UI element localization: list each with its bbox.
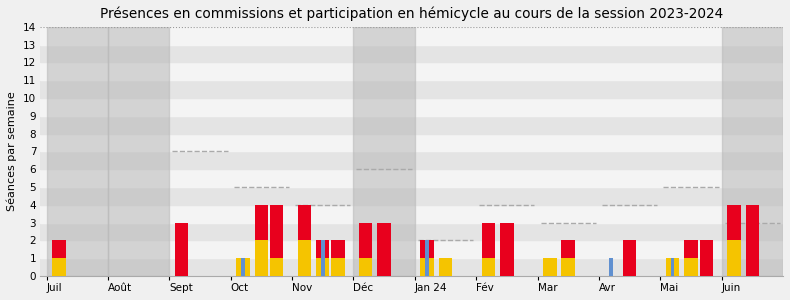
Bar (40, 258, 783, 276)
Bar (270, 258, 284, 276)
Bar (609, 258, 613, 276)
Bar (331, 241, 345, 258)
Bar (728, 241, 741, 276)
Bar (175, 223, 188, 276)
Bar (359, 258, 372, 276)
Bar (40, 169, 783, 187)
Bar (321, 241, 325, 276)
Bar (482, 258, 495, 276)
Bar (254, 241, 268, 276)
Bar (666, 258, 679, 276)
Bar (700, 241, 713, 276)
Bar (298, 241, 311, 276)
Bar (52, 241, 66, 258)
Bar (684, 241, 698, 258)
Bar (425, 241, 429, 276)
Bar (353, 27, 415, 276)
Bar (40, 116, 783, 134)
Bar (482, 223, 495, 258)
Bar (316, 258, 329, 276)
Bar (40, 98, 783, 116)
Bar (623, 241, 637, 276)
Bar (316, 241, 329, 258)
Bar (40, 134, 783, 152)
Bar (40, 80, 783, 98)
Bar (40, 205, 783, 223)
Bar (241, 258, 245, 276)
Bar (40, 187, 783, 205)
Bar (562, 258, 575, 276)
Bar (438, 258, 452, 276)
Bar (359, 223, 372, 258)
Bar (671, 258, 675, 276)
Bar (331, 258, 345, 276)
Bar (40, 241, 783, 258)
Bar (108, 27, 169, 276)
Bar (562, 241, 575, 258)
Bar (728, 205, 741, 241)
Bar (500, 223, 514, 276)
Y-axis label: Séances par semaine: Séances par semaine (7, 92, 17, 211)
Bar (722, 27, 783, 276)
Bar (543, 258, 557, 276)
Bar (40, 62, 783, 80)
Bar (40, 45, 783, 62)
Bar (40, 27, 783, 45)
Bar (420, 241, 434, 258)
Bar (684, 258, 698, 276)
Bar (254, 205, 268, 241)
Bar (746, 205, 759, 276)
Title: Présences en commissions et participation en hémicycle au cours de la session 20: Présences en commissions et participatio… (100, 7, 724, 21)
Bar (40, 223, 783, 241)
Bar (47, 27, 108, 276)
Bar (298, 205, 311, 241)
Bar (52, 258, 66, 276)
Bar (378, 223, 391, 276)
Bar (236, 258, 250, 276)
Bar (420, 258, 434, 276)
Bar (270, 205, 284, 258)
Bar (40, 152, 783, 169)
